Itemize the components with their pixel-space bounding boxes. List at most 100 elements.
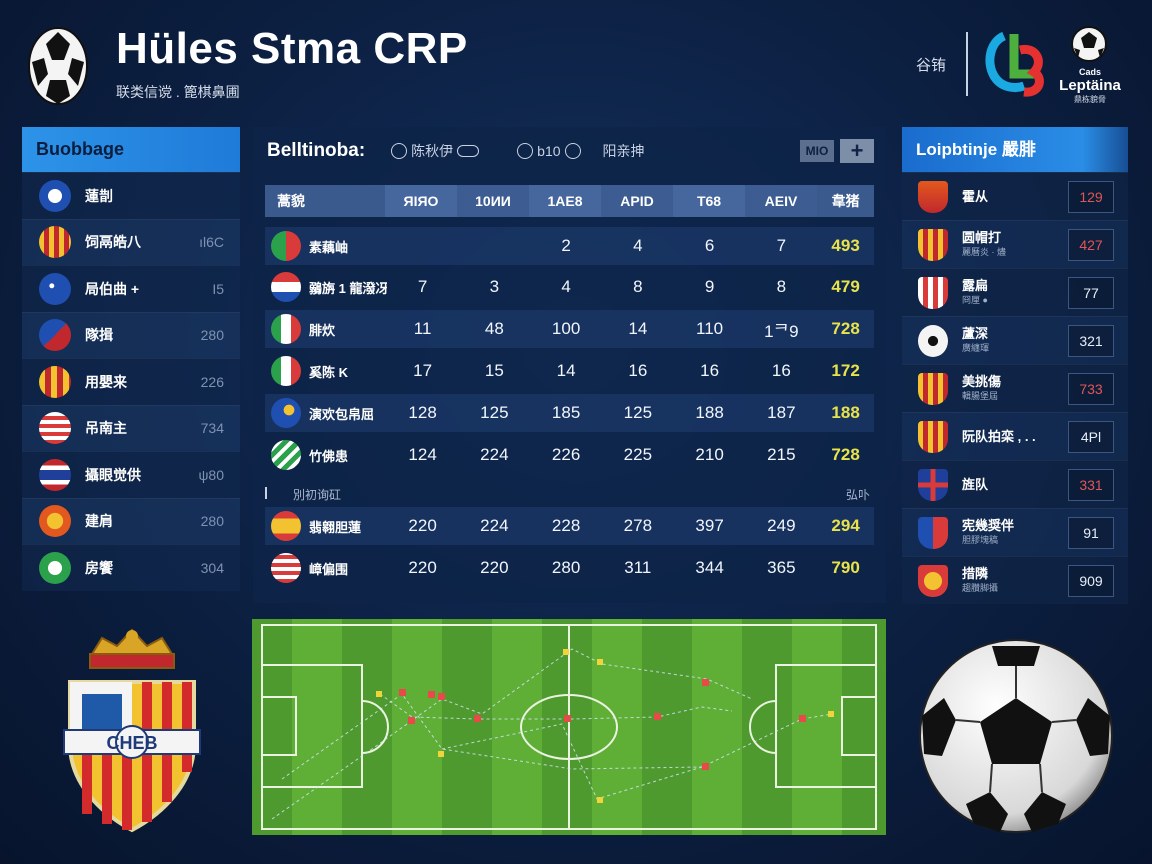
- team-score: 909: [1068, 564, 1114, 597]
- team-value: 280: [200, 327, 224, 344]
- table-row[interactable]: 奚陈 K 17 15 14 16 16 16 172: [265, 352, 874, 390]
- stat-cell: 224: [480, 516, 509, 535]
- team-name: 饲鬲皓八: [85, 234, 141, 251]
- filter-control-2[interactable]: b10: [517, 143, 581, 159]
- team-flag-icon: [271, 398, 301, 428]
- view-button[interactable]: MIO: [800, 140, 834, 162]
- add-button[interactable]: +: [840, 139, 874, 163]
- team-flag-icon: [39, 505, 71, 538]
- left-team-row[interactable]: 攝眼觉供 ψ80: [22, 451, 240, 498]
- stat-cell: 6: [704, 236, 715, 255]
- team-name: 奚陈 K: [309, 364, 349, 380]
- team-name: 阮队拍栾 , . .: [962, 428, 1036, 444]
- column-header[interactable]: 蒿貌: [265, 185, 385, 217]
- team-flag-icon: [271, 231, 301, 261]
- team-value: 226: [200, 373, 224, 390]
- team-flag-icon: [39, 272, 71, 305]
- column-header[interactable]: T68: [673, 185, 745, 217]
- stat-cell: 8: [633, 277, 643, 296]
- team-subtitle: 麗曆炎 · 燼: [962, 246, 1006, 257]
- league-team-row[interactable]: 蘆深 廣纏琿 321: [902, 316, 1128, 364]
- total-cell: 188: [831, 403, 860, 422]
- settings-icon: [517, 143, 534, 159]
- column-header[interactable]: AEIV: [745, 185, 817, 217]
- league-team-row[interactable]: 圆帽打 麗曆炎 · 燼 427: [902, 220, 1128, 268]
- stat-cell: 215: [767, 445, 796, 464]
- table-row[interactable]: 翡翱胆蓮 220 224 228 278 397 249 294: [265, 507, 874, 545]
- stat-cell: 365: [767, 558, 796, 577]
- left-team-row[interactable]: 隊揖 280: [22, 311, 240, 358]
- left-team-row[interactable]: 局伯曲 + I5: [22, 265, 240, 312]
- filter-control-3[interactable]: 阳亲抻: [603, 141, 645, 161]
- column-header[interactable]: ЯIЯO: [385, 185, 457, 217]
- team-info: 美挑傷 輯腸堡屆: [962, 374, 1068, 403]
- stat-cell: 16: [628, 361, 648, 380]
- league-team-row[interactable]: 旌队 331: [902, 460, 1128, 508]
- tactics-pitch[interactable]: [252, 619, 886, 835]
- column-header[interactable]: 10ИИ: [457, 185, 529, 217]
- stat-cell: 225: [623, 445, 653, 464]
- header-label[interactable]: 谷铕: [916, 57, 947, 74]
- team-badge-icon: [918, 180, 948, 213]
- brand-logo-icon: [985, 31, 1044, 97]
- column-header[interactable]: APID: [601, 185, 673, 217]
- total-cell: 294: [831, 516, 860, 535]
- left-team-row[interactable]: 房饗 304: [22, 544, 240, 591]
- table-header: 蒿貌 ЯIЯO 10ИИ 1AE8 APID T68 AEIV 韋猪: [265, 185, 874, 217]
- table-row[interactable]: 竹佛患 124 224 226 225 210 215 728: [265, 436, 874, 474]
- team-score: 321: [1068, 324, 1114, 357]
- league-team-row[interactable]: 措隣 趨臢脚攝 909: [902, 556, 1128, 604]
- team-name: 局伯曲 +: [85, 280, 140, 297]
- team-name: 翡翱胆蓮: [309, 519, 362, 535]
- league-team-row[interactable]: 阮队拍栾 , . . 4Pl: [902, 412, 1128, 460]
- right-panel-title[interactable]: Loipbtinje 嚴腓: [902, 127, 1128, 172]
- team-flag-icon: [271, 553, 301, 583]
- team-badge-icon: [918, 516, 948, 549]
- league-team-row[interactable]: 宪幾奨伴 胆膠塊稿 91: [902, 508, 1128, 556]
- table-row[interactable]: 嶂偏围 220 220 280 311 344 365 790: [265, 549, 874, 587]
- header-divider: [966, 32, 968, 96]
- league-team-row[interactable]: 美挑傷 輯腸堡屆 733: [902, 364, 1128, 412]
- team-score: 77: [1068, 276, 1114, 309]
- stat-cell: 226: [551, 445, 581, 464]
- filter-label-2: b10: [537, 143, 561, 159]
- stats-table-toolbar: Belltinoba: 陈秋伊 b10 阳亲抻 MIO +: [253, 127, 886, 175]
- stat-cell: 125: [480, 403, 509, 422]
- team-name: 蘆深: [962, 325, 989, 341]
- left-team-row[interactable]: 饲鬲皓八 ıl6C: [22, 218, 240, 265]
- team-info: 旌队: [962, 477, 1068, 492]
- table-row[interactable]: 鶸旃 1 龍潑冴 7 3 4 8 9 8 479: [265, 268, 874, 306]
- table-row[interactable]: 素藕岫 2 4 6 7 493: [265, 227, 874, 265]
- team-name: 演欢包帛屈: [309, 406, 375, 422]
- section-right-label[interactable]: 弘卟: [845, 488, 870, 502]
- left-panel-title[interactable]: Buobbage: [22, 127, 240, 172]
- left-team-row[interactable]: 蓮剒: [22, 172, 240, 219]
- table-row[interactable]: 腓炊 11 48 100 14 110 1ᄏ9 728: [265, 310, 874, 348]
- column-header[interactable]: 韋猪: [817, 185, 874, 217]
- filter-control-1[interactable]: 陈秋伊: [391, 141, 480, 161]
- brand-small-text: Cads: [1078, 67, 1101, 77]
- team-info: 圆帽打 麗曆炎 · 燼: [962, 229, 1068, 259]
- left-team-row[interactable]: 吊南主 734: [22, 404, 240, 451]
- column-header[interactable]: 1AE8: [529, 185, 601, 217]
- stat-cell: 128: [408, 403, 437, 422]
- table-row[interactable]: 演欢包帛屈 128 125 185 125 188 187 188: [265, 394, 874, 432]
- team-score: 129: [1068, 180, 1114, 213]
- league-team-row[interactable]: 霍从 129: [902, 172, 1128, 220]
- stats-table-panel: Belltinoba: 陈秋伊 b10 阳亲抻 MIO + 蒿貌 ЯIЯO 10ИИ…: [253, 127, 886, 603]
- left-team-row[interactable]: 建肩 280: [22, 497, 240, 544]
- stat-cell: 14: [556, 361, 576, 380]
- team-name: 攝眼觉供: [85, 466, 141, 483]
- team-name: 圆帽打: [962, 229, 1002, 245]
- team-flag-icon: [271, 511, 301, 541]
- league-team-row[interactable]: 露扁 冏厘 ● 77: [902, 268, 1128, 316]
- stat-cell: 249: [767, 516, 796, 535]
- filter-label-1: 陈秋伊: [411, 143, 454, 159]
- total-cell: 479: [831, 277, 860, 296]
- team-name: 鶸旃 1 龍潑冴: [309, 280, 387, 296]
- team-flag-icon: [39, 226, 71, 259]
- team-subtitle: 冏厘 ●: [962, 294, 988, 305]
- total-cell: 790: [831, 558, 860, 577]
- right-league-panel: Loipbtinje 嚴腓 霍从 129 圆帽打 麗曆炎 · 燼 427 露扁 冏厘 ● 77…: [902, 127, 1128, 604]
- left-team-row[interactable]: 用嬰来 226: [22, 358, 240, 405]
